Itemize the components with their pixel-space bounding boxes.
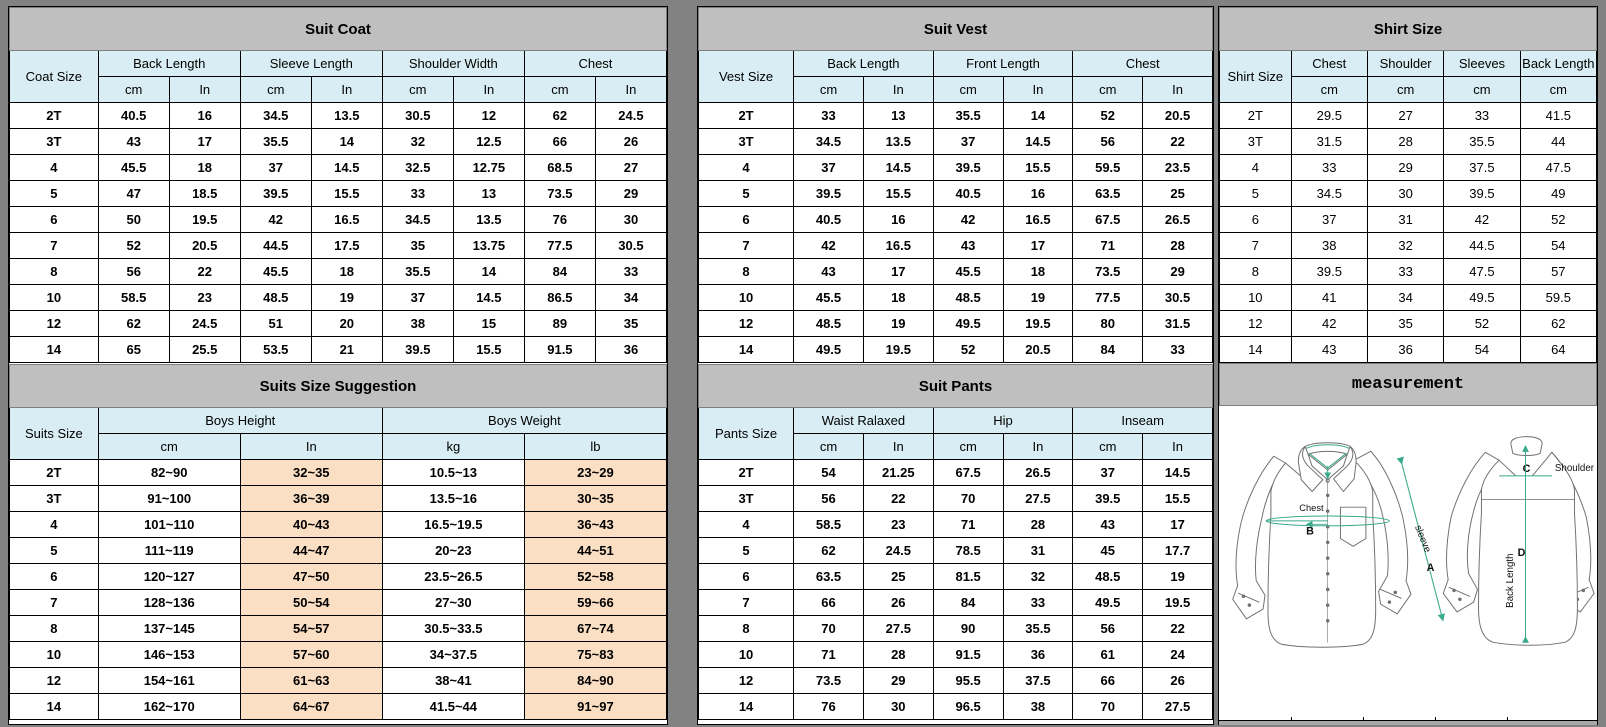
svg-text:B: B — [1306, 526, 1314, 538]
svg-text:Chest: Chest — [1299, 503, 1324, 513]
svg-text:D: D — [1518, 547, 1526, 559]
svg-text:Shoulder: Shoulder — [1555, 463, 1595, 474]
svg-text:C: C — [1523, 463, 1531, 475]
svg-text:Back Length: Back Length — [1505, 553, 1516, 607]
svg-text:A: A — [1427, 562, 1435, 574]
